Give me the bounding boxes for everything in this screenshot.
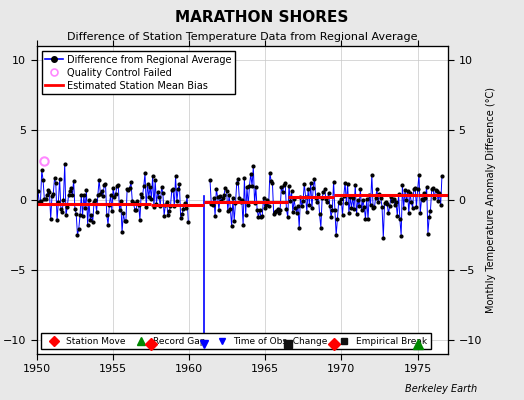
Title: Difference of Station Temperature Data from Regional Average: Difference of Station Temperature Data f…: [67, 32, 418, 42]
Text: Berkeley Earth: Berkeley Earth: [405, 384, 477, 394]
Y-axis label: Monthly Temperature Anomaly Difference (°C): Monthly Temperature Anomaly Difference (…: [486, 87, 496, 313]
Legend: Station Move, Record Gap, Time of Obs. Change, Empirical Break: Station Move, Record Gap, Time of Obs. C…: [41, 333, 431, 350]
Text: MARATHON SHORES: MARATHON SHORES: [176, 10, 348, 25]
